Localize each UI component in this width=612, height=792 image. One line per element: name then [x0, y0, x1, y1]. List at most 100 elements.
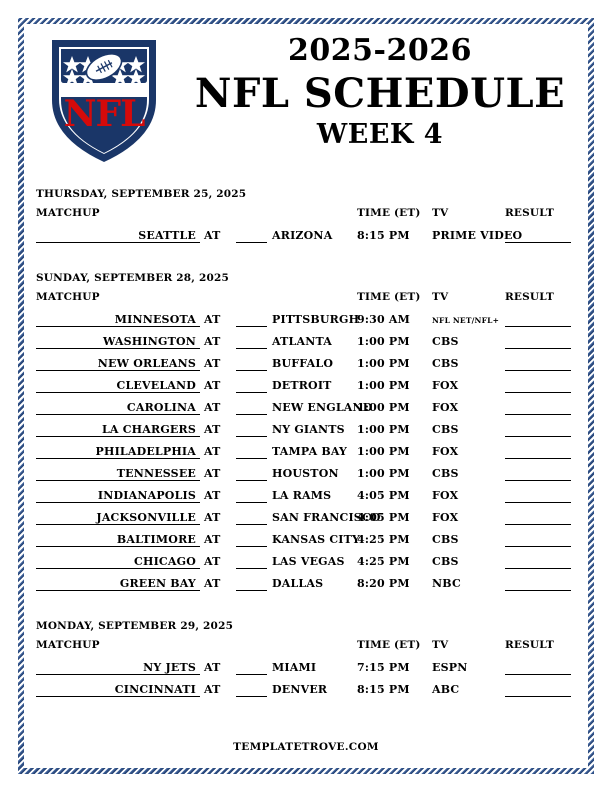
- result-blank[interactable]: [505, 590, 571, 591]
- tv-network: CBS: [432, 533, 459, 546]
- result-blank[interactable]: [505, 414, 571, 415]
- section-spacer: [36, 248, 576, 268]
- home-score-blank[interactable]: [236, 436, 267, 437]
- day-title: MONDAY, SEPTEMBER 29, 2025: [36, 620, 234, 632]
- away-score-blank[interactable]: [36, 414, 200, 415]
- home-score-blank[interactable]: [236, 242, 267, 243]
- away-score-blank[interactable]: [36, 568, 200, 569]
- home-score-blank[interactable]: [236, 348, 267, 349]
- result-blank[interactable]: [505, 348, 571, 349]
- home-score-blank[interactable]: [236, 392, 267, 393]
- at-separator: AT: [204, 683, 221, 696]
- tv-network: CBS: [432, 467, 459, 480]
- away-score-blank[interactable]: [36, 480, 200, 481]
- home-score-blank[interactable]: [236, 326, 267, 327]
- at-separator: AT: [204, 379, 221, 392]
- game-time: 1:00 PM: [357, 379, 410, 392]
- result-blank[interactable]: [505, 436, 571, 437]
- home-team-name: DENVER: [272, 683, 328, 696]
- at-separator: AT: [204, 335, 221, 348]
- title-group: 2025-2026 NFL SCHEDULE WEEK 4: [178, 26, 582, 152]
- at-separator: AT: [204, 511, 221, 524]
- column-header-time: TIME (ET): [357, 291, 421, 303]
- result-blank[interactable]: [505, 524, 571, 525]
- home-score-blank[interactable]: [236, 674, 267, 675]
- column-header-result: RESULT: [505, 639, 555, 651]
- game-time: 1:00 PM: [357, 335, 410, 348]
- home-team-name: SAN FRANCISCO: [272, 511, 381, 524]
- tv-network: FOX: [432, 379, 459, 392]
- home-score-blank[interactable]: [236, 568, 267, 569]
- home-team-name: ATLANTA: [272, 335, 332, 348]
- away-score-blank[interactable]: [36, 502, 200, 503]
- away-team-name: MINNESOTA: [114, 313, 196, 326]
- away-team-name: NY JETS: [143, 661, 196, 674]
- column-header-matchup: MATCHUP: [36, 207, 100, 219]
- game-row: TENNESSEE AT HOUSTON 1:00 PM CBS: [36, 464, 576, 486]
- home-team-name: BUFFALO: [272, 357, 334, 370]
- away-score-blank[interactable]: [36, 458, 200, 459]
- home-team-name: KANSAS CITY: [272, 533, 361, 546]
- away-team-name: WASHINGTON: [103, 335, 196, 348]
- away-score-blank[interactable]: [36, 436, 200, 437]
- svg-text:NFL: NFL: [64, 93, 145, 135]
- away-score-blank[interactable]: [36, 392, 200, 393]
- away-team-name: CINCINNATI: [114, 683, 196, 696]
- home-score-blank[interactable]: [236, 480, 267, 481]
- at-separator: AT: [204, 357, 221, 370]
- result-blank[interactable]: [505, 370, 571, 371]
- game-row: PHILADELPHIA AT TAMPA BAY 1:00 PM FOX: [36, 442, 576, 464]
- home-team-name: NY GIANTS: [272, 423, 345, 436]
- result-blank[interactable]: [505, 480, 571, 481]
- result-blank[interactable]: [505, 502, 571, 503]
- nfl-shield-logo: NFL: [48, 34, 160, 166]
- away-score-blank[interactable]: [36, 590, 200, 591]
- away-score-blank[interactable]: [36, 696, 200, 697]
- game-time: 8:20 PM: [357, 577, 410, 590]
- home-team-name: ARIZONA: [272, 229, 333, 242]
- home-score-blank[interactable]: [236, 414, 267, 415]
- section-spacer: [36, 596, 576, 616]
- away-score-blank[interactable]: [36, 370, 200, 371]
- game-time: 4:05 PM: [357, 511, 410, 524]
- at-separator: AT: [204, 555, 221, 568]
- away-score-blank[interactable]: [36, 326, 200, 327]
- away-score-blank[interactable]: [36, 546, 200, 547]
- game-time: 4:25 PM: [357, 533, 410, 546]
- game-row: LA CHARGERS AT NY GIANTS 1:00 PM CBS: [36, 420, 576, 442]
- game-time: 8:15 PM: [357, 683, 410, 696]
- away-team-name: GREEN BAY: [119, 577, 196, 590]
- result-blank[interactable]: [505, 568, 571, 569]
- home-score-blank[interactable]: [236, 502, 267, 503]
- result-blank[interactable]: [505, 392, 571, 393]
- at-separator: AT: [204, 661, 221, 674]
- home-score-blank[interactable]: [236, 696, 267, 697]
- away-score-blank[interactable]: [36, 242, 200, 243]
- home-score-blank[interactable]: [236, 370, 267, 371]
- week-title: WEEK 4: [316, 119, 444, 150]
- game-row: GREEN BAY AT DALLAS 8:20 PM NBC: [36, 574, 576, 596]
- result-blank[interactable]: [505, 674, 571, 675]
- away-score-blank[interactable]: [36, 524, 200, 525]
- game-time: 9:30 AM: [357, 313, 410, 326]
- tv-network: CBS: [432, 423, 459, 436]
- result-blank[interactable]: [505, 242, 571, 243]
- day-block: MONDAY, SEPTEMBER 29, 2025 MATCHUP TIME (E…: [36, 616, 576, 702]
- result-blank[interactable]: [505, 696, 571, 697]
- result-blank[interactable]: [505, 458, 571, 459]
- home-score-blank[interactable]: [236, 590, 267, 591]
- away-score-blank[interactable]: [36, 348, 200, 349]
- at-separator: AT: [204, 489, 221, 502]
- result-blank[interactable]: [505, 546, 571, 547]
- at-separator: AT: [204, 577, 221, 590]
- home-score-blank[interactable]: [236, 458, 267, 459]
- result-blank[interactable]: [505, 326, 571, 327]
- tv-network: FOX: [432, 445, 459, 458]
- away-team-name: TENNESSEE: [116, 467, 196, 480]
- home-team-name: NEW ENGLAND: [272, 401, 373, 414]
- tv-network: ESPN: [432, 661, 468, 674]
- home-score-blank[interactable]: [236, 524, 267, 525]
- home-score-blank[interactable]: [236, 546, 267, 547]
- away-score-blank[interactable]: [36, 674, 200, 675]
- home-team-name: LA RAMS: [272, 489, 332, 502]
